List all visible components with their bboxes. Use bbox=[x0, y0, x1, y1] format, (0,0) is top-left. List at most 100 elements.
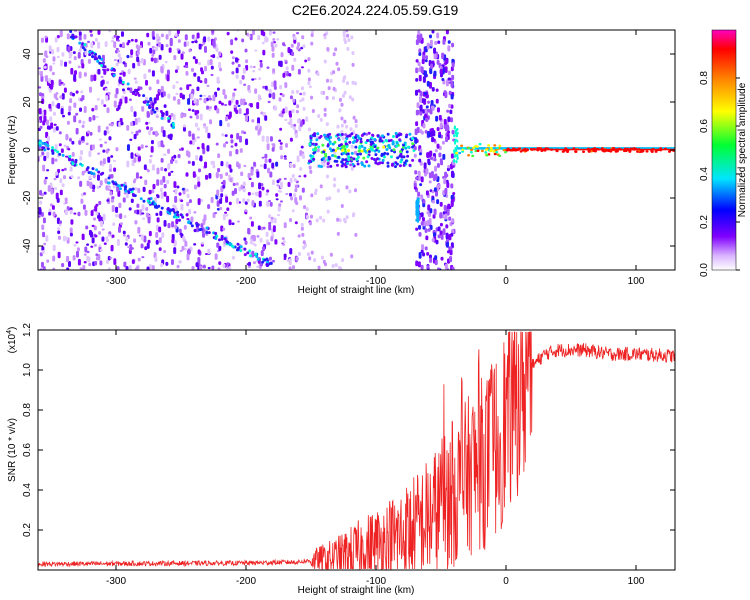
heatmap-cell bbox=[136, 203, 140, 208]
heatmap-cell bbox=[160, 116, 164, 120]
heatmap-cell bbox=[146, 100, 150, 104]
heatmap-cell bbox=[271, 46, 275, 52]
heatmap-cell bbox=[391, 135, 395, 139]
heatmap-cell bbox=[63, 144, 67, 148]
heatmap-cell bbox=[324, 154, 328, 158]
heatmap-cell bbox=[421, 244, 425, 250]
heatmap-cell bbox=[309, 136, 313, 140]
heatmap-cell bbox=[183, 247, 187, 251]
heatmap-cell bbox=[345, 185, 349, 190]
heatmap-cell bbox=[166, 195, 170, 203]
heatmap-cell bbox=[295, 180, 299, 184]
heatmap-cell bbox=[99, 143, 103, 148]
heatmap-cell bbox=[248, 254, 252, 258]
heatmap-cell bbox=[217, 167, 221, 173]
heatmap-cell bbox=[275, 161, 279, 167]
heatmap-cell bbox=[149, 47, 153, 54]
heatmap-cell bbox=[270, 41, 274, 48]
heatmap-cell bbox=[123, 185, 127, 189]
heatmap-cell bbox=[396, 156, 400, 160]
heatmap-cell bbox=[269, 201, 273, 207]
heatmap-cell bbox=[242, 198, 246, 203]
heatmap-cell bbox=[119, 56, 123, 64]
heatmap-cell bbox=[454, 131, 457, 135]
heatmap-cell bbox=[436, 163, 440, 168]
heatmap-cell bbox=[205, 252, 209, 256]
heatmap-cell bbox=[249, 103, 253, 108]
heatmap-cell bbox=[236, 242, 240, 246]
heatmap-cell bbox=[176, 210, 180, 214]
heatmap-cell bbox=[90, 33, 94, 37]
heatmap-cell bbox=[263, 258, 267, 262]
heatmap-cell bbox=[137, 226, 141, 234]
heatmap-cell bbox=[98, 231, 102, 235]
heatmap-cell bbox=[91, 55, 95, 59]
heatmap-cell bbox=[72, 51, 76, 55]
heatmap-cell bbox=[139, 209, 143, 216]
heatmap-cell bbox=[38, 144, 42, 148]
heatmap-cell bbox=[283, 157, 287, 160]
heatmap-cell bbox=[418, 231, 422, 237]
heatmap-cell bbox=[44, 75, 48, 79]
heatmap-cell bbox=[282, 243, 286, 246]
heatmap-cell bbox=[166, 179, 170, 185]
heatmap-cell bbox=[167, 93, 171, 99]
heatmap-cell bbox=[129, 138, 133, 141]
heatmap-cell bbox=[430, 63, 434, 70]
heatmap-cell bbox=[210, 73, 214, 77]
snr-scale-factor: (x104) bbox=[6, 327, 18, 354]
heatmap-cell bbox=[39, 154, 43, 157]
heatmap-cell bbox=[76, 250, 80, 258]
heatmap-cell bbox=[219, 206, 223, 211]
heatmap-cell bbox=[436, 143, 440, 149]
heatmap-cell bbox=[165, 110, 169, 117]
heatmap-cell bbox=[190, 224, 194, 228]
heatmap-cell bbox=[419, 90, 423, 97]
heatmap-cell bbox=[50, 149, 54, 153]
heatmap-cell bbox=[424, 228, 428, 234]
heatmap-cell bbox=[450, 104, 454, 109]
heatmap-cell bbox=[268, 214, 272, 219]
heatmap-cell bbox=[56, 46, 60, 53]
heatmap-cell bbox=[291, 209, 295, 213]
heatmap-cell bbox=[308, 256, 312, 261]
heatmap-cell bbox=[136, 209, 140, 215]
heatmap-cell bbox=[445, 58, 449, 65]
heatmap-cell bbox=[382, 155, 386, 159]
heatmap-cell bbox=[125, 193, 129, 199]
heatmap-cell bbox=[417, 213, 420, 217]
heatmap-cell bbox=[153, 110, 157, 114]
heatmap-cell bbox=[159, 187, 163, 193]
heatmap-cell bbox=[211, 30, 215, 34]
heatmap-cell bbox=[301, 86, 305, 91]
heatmap-cell bbox=[323, 133, 327, 137]
heatmap-cell bbox=[93, 55, 97, 59]
heatmap-cell bbox=[200, 223, 204, 228]
heatmap-cell bbox=[354, 232, 358, 237]
heatmap-cell bbox=[88, 50, 92, 54]
heatmap-cell bbox=[415, 206, 418, 210]
heatmap-cell bbox=[389, 155, 393, 159]
heatmap-cell bbox=[231, 56, 235, 60]
heatmap-cell bbox=[262, 49, 266, 56]
heatmap-cell bbox=[96, 174, 100, 181]
heatmap-cell bbox=[280, 155, 284, 160]
heatmap-cell bbox=[160, 33, 164, 38]
heatmap-cell bbox=[268, 30, 272, 36]
heatmap-cell bbox=[51, 101, 55, 107]
heatmap-cell bbox=[279, 200, 283, 203]
heatmap-cell bbox=[413, 146, 417, 151]
heatmap-cell bbox=[337, 155, 341, 159]
heatmap-cell bbox=[346, 33, 350, 38]
heatmap-cell bbox=[187, 160, 191, 165]
heatmap-cell bbox=[386, 161, 390, 165]
heatmap-cell bbox=[370, 148, 374, 152]
heatmap-cell bbox=[498, 144, 502, 148]
heatmap-cell bbox=[418, 152, 422, 156]
heatmap-cell bbox=[229, 177, 233, 183]
heatmap-cell bbox=[259, 62, 263, 68]
heatmap-cell bbox=[358, 144, 362, 148]
heatmap-cell bbox=[175, 80, 179, 84]
heatmap-cell bbox=[59, 220, 63, 224]
heatmap-cell bbox=[322, 259, 326, 264]
